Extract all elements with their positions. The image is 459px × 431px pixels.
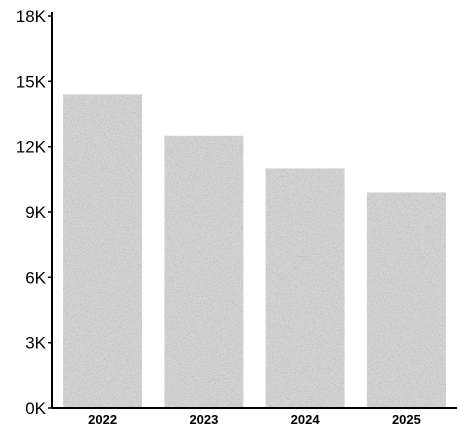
y-tick-label: 12K bbox=[16, 138, 47, 157]
y-tick-label: 0K bbox=[25, 399, 46, 418]
x-tick-label-2024: 2024 bbox=[291, 412, 321, 426]
bars-layer bbox=[63, 94, 446, 409]
bar-2023 bbox=[164, 135, 244, 409]
bar-2022 bbox=[63, 94, 143, 409]
bar-2025 bbox=[366, 192, 446, 408]
y-tick-label: 15K bbox=[16, 72, 47, 91]
x-tick-label-2025: 2025 bbox=[392, 412, 421, 426]
y-tick-label: 3K bbox=[25, 334, 46, 353]
x-axis-ticks: 2022 2023 2024 2025 bbox=[88, 412, 421, 427]
x-tick-label-2023: 2023 bbox=[189, 412, 218, 426]
bar-2024 bbox=[265, 168, 345, 408]
y-axis-ticks: 0K 3K 6K 9K 12K 15K 18K bbox=[16, 7, 52, 418]
y-tick-label: 9K bbox=[25, 203, 46, 222]
y-tick-label: 6K bbox=[25, 268, 46, 287]
x-tick-label-2022: 2022 bbox=[88, 412, 117, 426]
y-tick-label: 18K bbox=[16, 7, 47, 26]
